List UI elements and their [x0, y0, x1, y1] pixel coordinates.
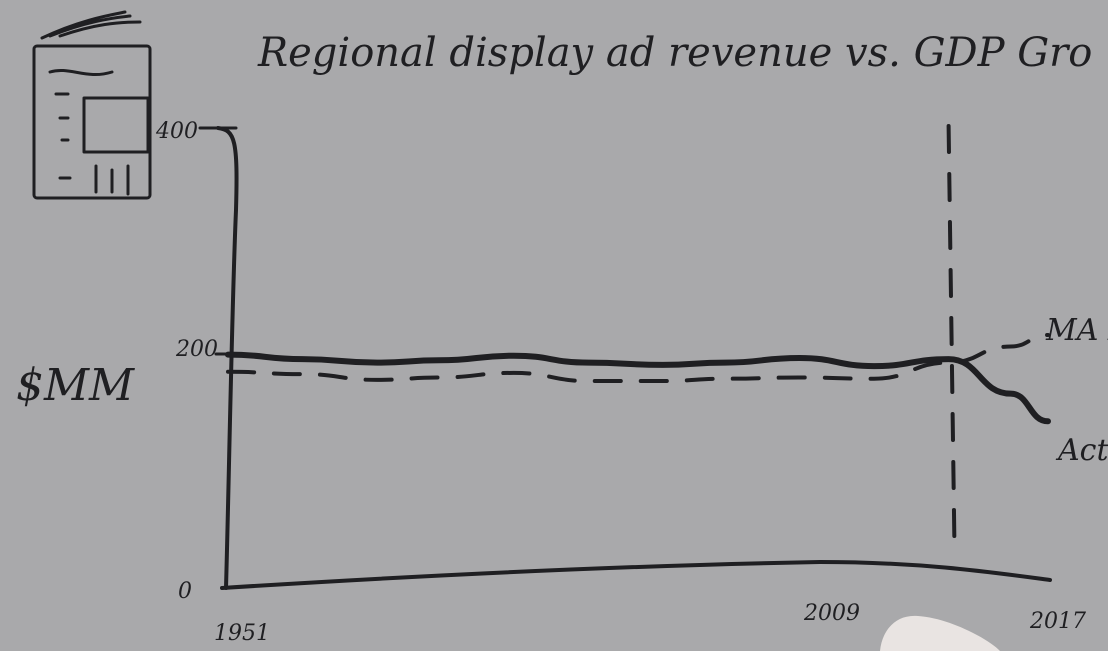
newspaper-icon — [32, 10, 152, 200]
x-tick-label-2017: 2017 — [1029, 609, 1086, 634]
y-axis-line — [216, 126, 239, 590]
y-axis-label: $MM — [16, 360, 135, 411]
series-label-actual: Actual Fo — [1055, 433, 1108, 468]
presenter-hand — [880, 615, 1000, 651]
y-tick-label-200: 200 — [175, 337, 218, 362]
series-label-ma: MA Fo — [1045, 313, 1108, 348]
event-marker-line — [946, 124, 957, 558]
chart-title: Regional display ad revenue vs. GDP Gro — [257, 30, 1092, 76]
x-tick-label-2009: 2009 — [803, 601, 860, 626]
series-actual-line — [225, 351, 1051, 425]
y-tick-label-400: 400 — [155, 119, 198, 144]
series-ma-line — [226, 333, 1050, 383]
y-tick-label-0: 0 — [178, 579, 192, 604]
x-axis-line — [220, 560, 1052, 590]
x-tick-label-1951: 1951 — [214, 621, 270, 646]
